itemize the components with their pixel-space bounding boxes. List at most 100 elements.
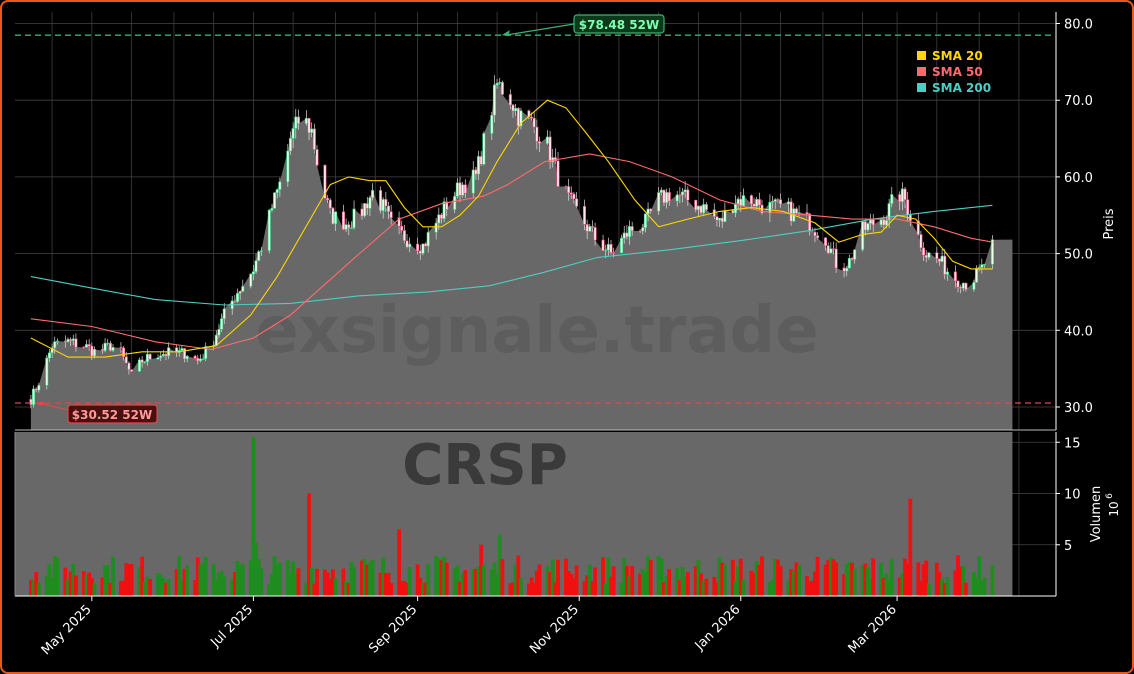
candle-body	[683, 189, 687, 193]
volume-bar	[529, 577, 534, 596]
volume-bar	[119, 581, 123, 596]
volume-bar	[370, 559, 375, 596]
volume-bar	[786, 580, 791, 596]
candle-body	[326, 197, 330, 201]
candle-body	[890, 194, 894, 204]
candle-body	[145, 353, 149, 363]
candle-body	[863, 221, 867, 231]
volume-bar	[476, 566, 481, 596]
candle-body	[771, 201, 775, 203]
candle-body	[919, 234, 923, 249]
volume-bar	[842, 574, 846, 596]
volume-bar	[733, 581, 738, 596]
candle-body	[196, 357, 200, 362]
candle-body	[352, 208, 356, 229]
candles	[29, 75, 994, 409]
volume-bar	[789, 569, 794, 596]
volume-bar	[569, 573, 574, 596]
candle-body	[130, 369, 134, 372]
volume-bar	[254, 542, 258, 596]
volume-bar	[937, 572, 942, 596]
candle-body	[630, 226, 634, 232]
volume-bar	[887, 579, 892, 596]
volume-bar	[463, 570, 468, 596]
volume-bar	[775, 559, 780, 596]
volume-bar	[942, 583, 947, 596]
candle-body	[85, 344, 89, 348]
volume-tick-label: 5	[1064, 539, 1072, 554]
volume-bar	[556, 559, 560, 596]
candle-body	[861, 221, 865, 251]
price-tick-label: 70.0	[1064, 94, 1093, 109]
candle-body	[805, 212, 809, 215]
volume-bar	[574, 565, 579, 596]
candle-body	[490, 114, 494, 134]
candle-body	[296, 116, 300, 124]
candle-body	[148, 353, 152, 360]
volume-bar	[349, 561, 354, 596]
volume-bar	[444, 562, 449, 596]
volume-bar	[100, 577, 105, 596]
candle-body	[140, 359, 144, 363]
candle-body	[739, 198, 743, 207]
volume-bar	[609, 576, 613, 596]
candle-body	[916, 220, 920, 235]
candle-body	[365, 203, 369, 209]
x-tick-label: Mar 2026	[846, 602, 900, 656]
volume-bar	[680, 566, 685, 596]
candle-body	[416, 243, 420, 252]
volume-bar	[211, 563, 216, 596]
sma-50-line	[30, 153, 993, 351]
candle-body	[527, 110, 531, 118]
candle-body	[474, 169, 478, 175]
volume-bar	[87, 572, 92, 596]
candle-body	[479, 156, 483, 165]
moving-averages	[30, 99, 993, 358]
volume-bar	[921, 564, 926, 596]
volume-bar	[497, 534, 502, 596]
volume-bar	[248, 560, 253, 596]
x-tick-label: May 2025	[39, 602, 95, 658]
candle-body	[575, 198, 579, 207]
volume-bar	[815, 556, 820, 596]
volume-bar	[643, 571, 648, 596]
candle-body	[906, 199, 910, 216]
volume-bar	[145, 576, 150, 596]
volume-bar	[926, 583, 931, 596]
volume-bar	[916, 562, 921, 596]
volume-bar	[277, 562, 282, 596]
volume-bar	[55, 558, 60, 596]
candle-body	[704, 204, 708, 211]
candle-body	[214, 334, 218, 346]
volume-bar	[238, 565, 243, 596]
candle-body	[567, 186, 571, 194]
candle-body	[498, 82, 502, 84]
x-tick-label: Jan 2026	[692, 602, 744, 654]
candle-body	[612, 252, 616, 254]
volume-bar	[34, 572, 39, 596]
volume-bar	[826, 560, 831, 596]
volume-bar	[92, 583, 97, 596]
candle-body	[495, 82, 499, 86]
volume-bar	[323, 569, 327, 596]
volume-bar	[720, 562, 725, 596]
price-tick-label: 40.0	[1064, 324, 1093, 339]
candle-body	[572, 193, 576, 200]
candle-body	[638, 230, 642, 232]
candle-body	[74, 338, 78, 348]
candle-body	[675, 194, 679, 202]
candle-body	[344, 224, 348, 230]
volume-bar	[778, 565, 783, 596]
volume-bar	[386, 572, 391, 596]
volume-bar	[704, 578, 709, 596]
volume-bar	[285, 559, 290, 596]
x-tick-label: Nov 2025	[527, 602, 582, 657]
candle-body	[940, 255, 944, 262]
volume-bar	[217, 572, 221, 596]
candle-body	[850, 258, 854, 260]
volume-bar	[330, 569, 335, 596]
volume-bar	[288, 572, 293, 596]
volume-bar	[474, 568, 478, 596]
volume-bar	[834, 562, 839, 596]
high-52w-label-box	[573, 14, 665, 34]
